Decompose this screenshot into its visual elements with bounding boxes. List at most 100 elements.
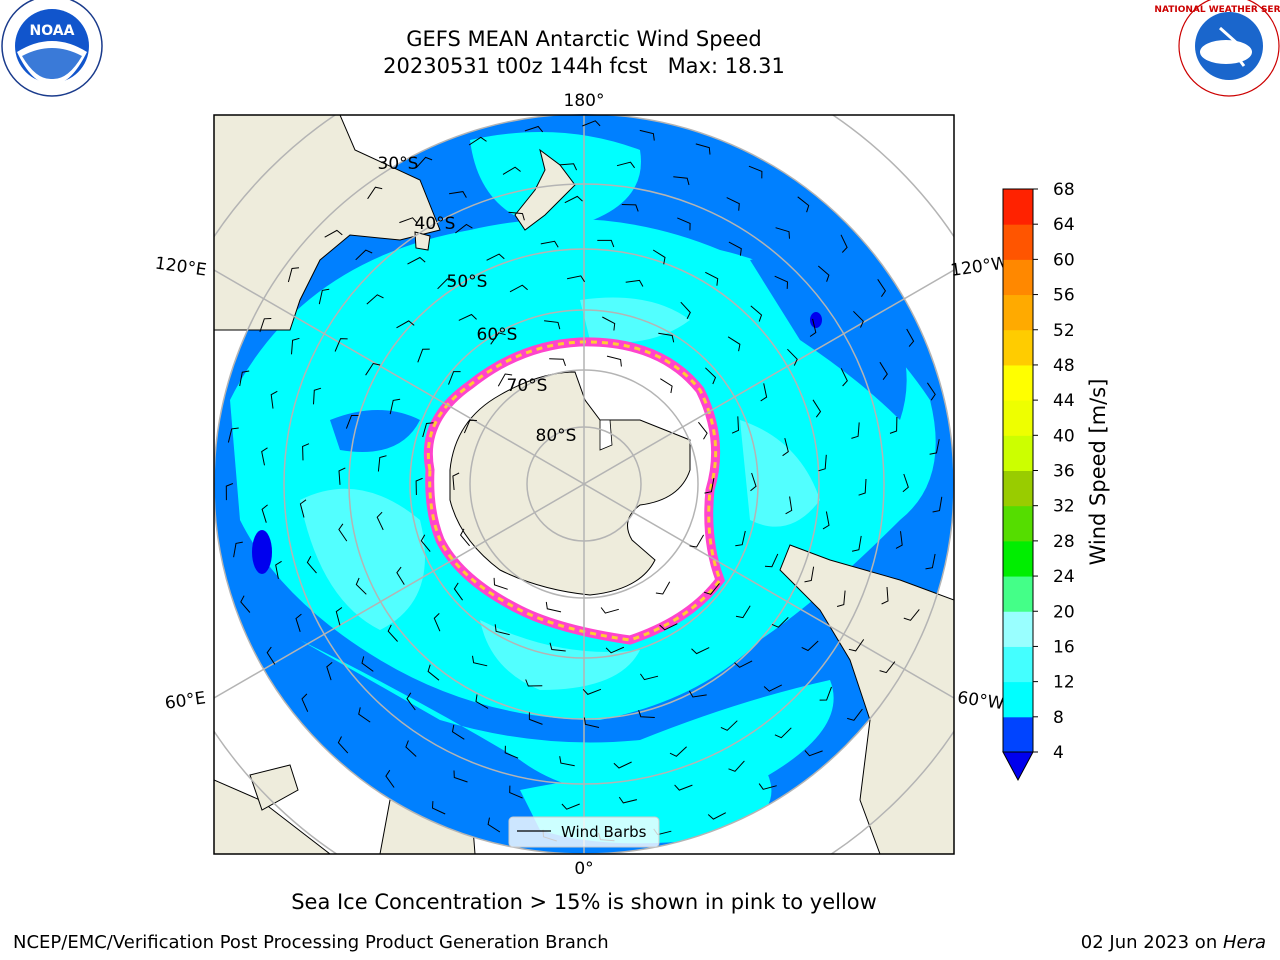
colorbar-tick-label: 68 bbox=[1053, 180, 1075, 200]
wind-barb bbox=[405, 740, 417, 757]
colorbar-tick-label: 16 bbox=[1053, 637, 1075, 657]
wind-barb bbox=[407, 256, 426, 265]
wind-barb bbox=[748, 165, 763, 179]
wind-barb bbox=[455, 223, 473, 234]
chart-subtitle: 20230531 t00z 144h fcst Max: 18.31 bbox=[383, 54, 785, 78]
wind-barb bbox=[638, 710, 655, 718]
wind-barb bbox=[616, 161, 636, 169]
colorbar-segment bbox=[1003, 400, 1033, 436]
wind-barb bbox=[559, 163, 578, 171]
wind-barb bbox=[545, 601, 562, 613]
lat-label-40s: 40°S bbox=[415, 214, 456, 234]
wind-barb bbox=[233, 541, 243, 558]
wind-barb bbox=[582, 688, 602, 695]
wind-barb bbox=[302, 443, 310, 461]
wind-barb bbox=[261, 447, 268, 466]
wind-barb bbox=[417, 348, 430, 363]
wind-barb bbox=[774, 275, 789, 289]
wind-barb bbox=[549, 358, 566, 366]
wind-barb bbox=[509, 284, 528, 293]
wind-barb bbox=[524, 125, 544, 133]
wind-barb bbox=[925, 553, 936, 570]
wind-barb bbox=[564, 195, 583, 204]
wind-barb bbox=[377, 455, 387, 472]
wind-barb bbox=[525, 679, 543, 687]
noaa-logo: NOAA bbox=[1, 0, 103, 97]
wind-barb bbox=[337, 736, 349, 754]
wind-barb bbox=[406, 692, 416, 711]
wind-barb bbox=[606, 355, 622, 367]
wind-barb bbox=[613, 761, 632, 769]
lon-label-180: 180° bbox=[564, 91, 605, 111]
wind-barb bbox=[301, 693, 309, 712]
footer-date-text: 02 Jun 2023 on bbox=[1080, 932, 1223, 953]
wind-barb bbox=[275, 560, 282, 579]
wind-barb bbox=[797, 196, 810, 213]
colorbar-segment bbox=[1003, 681, 1033, 718]
colorbar-tick-label: 28 bbox=[1053, 532, 1075, 552]
colorbar-tick-label: 60 bbox=[1053, 250, 1075, 270]
wind-barb bbox=[750, 305, 763, 322]
wind-barb bbox=[840, 368, 848, 387]
wind-barb bbox=[299, 499, 307, 518]
wind-barb bbox=[881, 586, 889, 605]
colorbar-segment bbox=[1003, 329, 1033, 366]
wind-barb bbox=[785, 496, 793, 515]
lon-label-120e: 120°E bbox=[154, 254, 208, 281]
wind-barb bbox=[396, 566, 405, 585]
wind-barb bbox=[385, 769, 395, 788]
wind-barb bbox=[459, 528, 470, 547]
wind-barb bbox=[674, 784, 693, 791]
wind-barb bbox=[487, 817, 501, 833]
wind-barb bbox=[367, 186, 383, 200]
graticule bbox=[214, 115, 954, 854]
noaa-logo-text: NOAA bbox=[30, 23, 75, 39]
wind-barb bbox=[463, 419, 477, 434]
colorbar-tick-label: 64 bbox=[1053, 215, 1075, 235]
wind-barb bbox=[355, 577, 367, 595]
wind-barb bbox=[361, 656, 374, 672]
sea-ice-note: Sea Ice Concentration > 15% is shown in … bbox=[291, 890, 877, 914]
wind-barb bbox=[376, 511, 384, 531]
wind-barb bbox=[659, 623, 678, 631]
wind-barb bbox=[583, 717, 600, 728]
colorbar-segment bbox=[1003, 611, 1033, 647]
footer-branch: NCEP/EMC/Verification Post Processing Pr… bbox=[13, 932, 609, 953]
wind-barb bbox=[366, 294, 384, 305]
colorbar-tick-label: 24 bbox=[1053, 567, 1075, 587]
wind-barb bbox=[836, 590, 846, 607]
colorbar-tick-label: 12 bbox=[1053, 673, 1075, 693]
footer-host: Hera bbox=[1222, 932, 1266, 953]
wind-barb bbox=[750, 472, 757, 492]
wind-barb bbox=[840, 234, 848, 253]
wind-barb bbox=[451, 724, 465, 740]
colorbar-segment bbox=[1003, 294, 1033, 331]
wind-barb bbox=[602, 316, 616, 331]
wind-barb bbox=[472, 655, 488, 667]
wind-barb bbox=[658, 332, 675, 343]
wind-barb bbox=[431, 801, 446, 815]
colorbar-segment bbox=[1003, 576, 1033, 612]
lon-label-0: 0° bbox=[574, 859, 593, 879]
wind-barb bbox=[338, 523, 348, 542]
wind-barb bbox=[266, 646, 276, 665]
wind-barb bbox=[453, 582, 464, 601]
wind-barb bbox=[306, 556, 317, 574]
colorbar-segment bbox=[1003, 364, 1033, 401]
wind-barb bbox=[338, 467, 346, 485]
wind-barb bbox=[625, 279, 644, 287]
wind-barb bbox=[502, 166, 521, 175]
wind-barb bbox=[453, 770, 468, 783]
wind-barb bbox=[475, 694, 489, 709]
wind-barb bbox=[726, 197, 740, 211]
colorbar-segment bbox=[1003, 540, 1033, 577]
wind-barb bbox=[468, 136, 487, 146]
wind-barb bbox=[387, 624, 398, 642]
wind-barb bbox=[509, 785, 523, 799]
footer-date: 02 Jun 2023 on Hera bbox=[1081, 932, 1266, 953]
wind-barb bbox=[355, 249, 373, 261]
nws-logo: NATIONAL WEATHER SERVICE bbox=[1154, 0, 1280, 97]
wind-barb bbox=[528, 712, 543, 725]
